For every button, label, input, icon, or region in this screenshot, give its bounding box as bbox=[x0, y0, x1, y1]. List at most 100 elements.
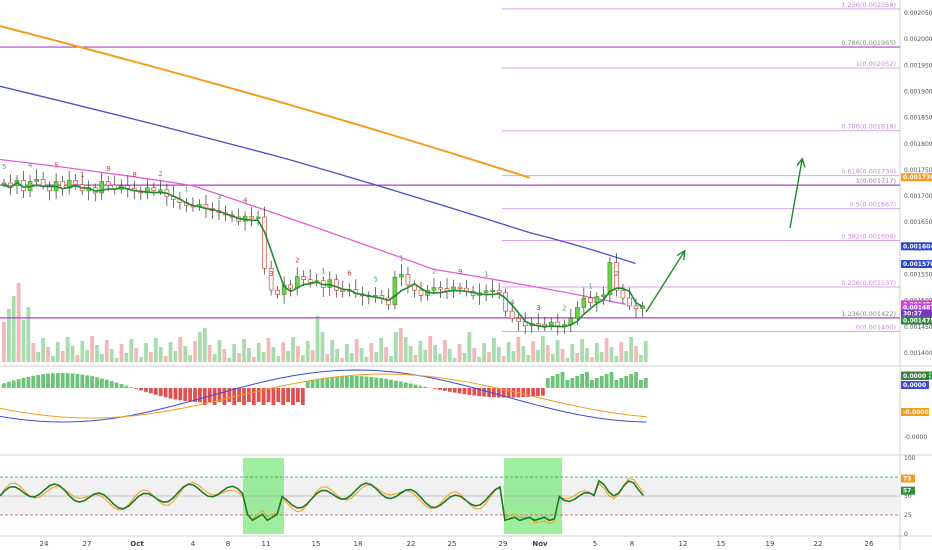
volume-bars bbox=[2, 283, 648, 362]
candle-body bbox=[496, 289, 502, 294]
time-tick: 18 bbox=[354, 540, 363, 548]
volume-bar bbox=[335, 349, 339, 362]
volume-bar bbox=[349, 353, 354, 362]
volume-bar bbox=[227, 358, 232, 362]
macd-histogram-bar bbox=[114, 382, 119, 388]
forecast-arrow bbox=[645, 252, 684, 313]
price-badge-label: 30:37 bbox=[903, 311, 922, 318]
macd-histogram-bar bbox=[433, 388, 437, 389]
volume-bar bbox=[168, 342, 173, 362]
candle-body bbox=[509, 310, 515, 319]
volume-bar bbox=[183, 346, 188, 362]
macd-histogram-bar bbox=[506, 388, 511, 398]
volume-bar bbox=[634, 346, 638, 362]
volume-bar bbox=[158, 347, 163, 362]
td-count: 4 bbox=[28, 161, 33, 169]
macd-histogram-bar bbox=[41, 374, 45, 388]
volume-bar bbox=[26, 307, 31, 362]
volume-bar bbox=[41, 338, 45, 362]
price-tick: 0.001650 bbox=[904, 219, 932, 226]
td-count: 6 bbox=[347, 270, 352, 278]
macd-badge-label: -0.0000 bbox=[903, 409, 929, 416]
candle-body bbox=[125, 185, 131, 189]
volume-bar bbox=[2, 322, 6, 362]
macd-histogram-bar bbox=[139, 388, 143, 391]
volume-bar bbox=[369, 343, 374, 362]
volume-bar bbox=[590, 357, 594, 362]
macd-histogram-bar bbox=[286, 388, 290, 402]
volume-bar bbox=[144, 343, 148, 362]
macd-histogram-bar bbox=[423, 386, 428, 388]
macd-histogram-bar bbox=[207, 388, 212, 402]
macd-histogram-bar bbox=[104, 379, 109, 388]
macd-histogram-bar bbox=[374, 377, 379, 388]
forecast-arrows bbox=[645, 160, 802, 313]
fib-label: 0.618(0.001730) bbox=[841, 168, 896, 176]
volume-bar bbox=[531, 341, 535, 362]
candle-body bbox=[627, 297, 632, 307]
volume-bar bbox=[222, 349, 227, 362]
volume-bar bbox=[188, 355, 192, 362]
macd-histogram-bar bbox=[60, 373, 65, 388]
macd-histogram-bar bbox=[202, 388, 207, 405]
volume-bar bbox=[6, 309, 11, 362]
macd-histogram-bar bbox=[222, 388, 227, 405]
price-badge bbox=[901, 260, 932, 269]
macd-histogram-bar bbox=[560, 372, 565, 388]
price-tick: 0.001550 bbox=[904, 272, 932, 279]
candle-body bbox=[288, 284, 293, 289]
candle-body bbox=[490, 289, 495, 292]
price-badge bbox=[901, 303, 932, 312]
price-badge-label: 0.001604 bbox=[903, 243, 932, 250]
volume-bar bbox=[114, 358, 119, 362]
volume-bar bbox=[75, 355, 80, 362]
rsi-pane bbox=[0, 458, 900, 534]
macd-histogram-bar bbox=[492, 388, 496, 398]
td-count: 1 bbox=[484, 271, 488, 279]
td-count: 4 bbox=[243, 196, 248, 204]
time-tick: 8 bbox=[630, 540, 634, 548]
candle-body bbox=[268, 267, 274, 291]
macd-histogram-bar bbox=[359, 376, 364, 388]
price-badge-label: 0.001736 bbox=[903, 174, 932, 181]
macd-histogram-bar bbox=[541, 388, 545, 396]
macd-histogram-bar bbox=[614, 380, 619, 388]
volume-bar bbox=[354, 339, 359, 362]
candle-body bbox=[249, 216, 254, 219]
macd-histogram-bar bbox=[354, 376, 359, 388]
volume-bar bbox=[536, 350, 540, 362]
price-badge bbox=[901, 316, 932, 325]
macd-histogram-bar bbox=[198, 388, 202, 403]
rsi-badge bbox=[901, 486, 915, 495]
fib-label: 0.5(0.001667) bbox=[850, 201, 896, 209]
candle-body bbox=[1, 182, 7, 185]
time-tick: 29 bbox=[499, 540, 508, 548]
time-tick: 12 bbox=[679, 540, 688, 548]
volume-bar bbox=[526, 355, 531, 362]
volume-bar bbox=[129, 339, 134, 362]
macd-histogram-bar bbox=[188, 388, 192, 402]
td-count: 2 bbox=[614, 270, 618, 278]
candle-body bbox=[294, 276, 300, 289]
volume-bar bbox=[90, 336, 94, 362]
macd-histogram-bar bbox=[227, 388, 232, 402]
macd-histogram-bar bbox=[129, 387, 134, 388]
macd-histogram-bar bbox=[247, 388, 251, 402]
sequential-counts: 5 4 5 1 9 8 2 1 3 4 3 2 1 6 5 1 2 9 1 4 3 2 1 2 bbox=[2, 161, 619, 312]
td-count: 2 bbox=[562, 305, 566, 313]
volume-bar bbox=[149, 352, 153, 362]
volume-bar bbox=[163, 356, 168, 362]
macd-histogram-bar bbox=[193, 388, 197, 402]
candle-body bbox=[151, 187, 157, 192]
volume-bar bbox=[60, 351, 65, 362]
candle-body bbox=[516, 318, 521, 322]
candle-body bbox=[503, 292, 508, 312]
macd-histogram-bar bbox=[46, 373, 50, 388]
chart-background bbox=[0, 0, 900, 536]
candle-body bbox=[614, 262, 619, 291]
macd-histogram-bar bbox=[619, 378, 624, 388]
candle-body bbox=[386, 297, 391, 306]
macd-histogram-bar bbox=[271, 388, 276, 405]
volume-bar bbox=[521, 346, 526, 362]
